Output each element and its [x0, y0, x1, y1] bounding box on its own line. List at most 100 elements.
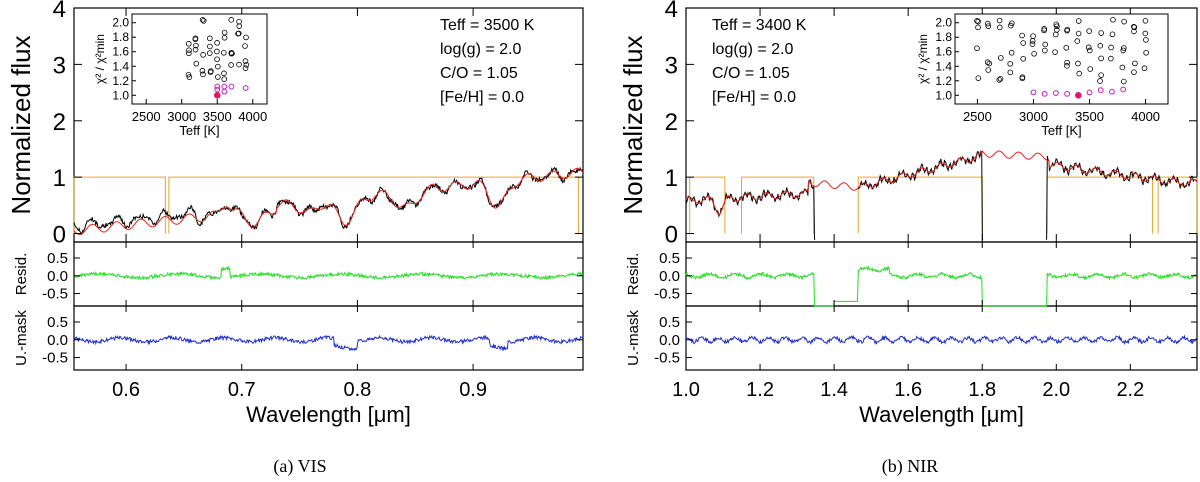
inset-model-point — [186, 74, 193, 80]
inset-model-point — [1030, 33, 1036, 39]
mask-segment — [1046, 176, 1154, 234]
inset-model-point — [1064, 59, 1070, 66]
inset-x-tick-label: 3500 — [203, 109, 232, 124]
inset-model-point — [974, 45, 980, 52]
inset-model-point — [185, 71, 192, 78]
residual-line — [685, 265, 1198, 307]
inset-model-point — [1052, 31, 1059, 38]
inset-model-point — [242, 58, 249, 64]
inset-model-point — [1098, 30, 1105, 36]
inset-model-point — [215, 63, 221, 70]
mask-segment — [689, 176, 726, 234]
mask-segment — [73, 176, 166, 234]
inset-model-point — [975, 18, 981, 25]
resid-y-tick-label: 0.5 — [47, 250, 68, 267]
unmasked-residual-line — [73, 334, 584, 352]
y-tick-label: 4 — [53, 0, 66, 23]
inset-near-best-point — [1120, 86, 1127, 93]
inset-y-tick-label: 1.8 — [935, 30, 952, 44]
inset-y-tick-label: 1.6 — [112, 45, 129, 59]
inset-model-point — [1063, 44, 1070, 51]
inset-model-point — [998, 55, 1004, 61]
resid-y-tick-label: -0.5 — [654, 286, 680, 303]
inset-model-point — [974, 18, 980, 24]
unmasked-axis-title: U.-mask — [625, 310, 642, 366]
inset-model-point — [186, 50, 192, 57]
inset-model-point — [1086, 47, 1093, 54]
inset-y-axis-title: χ² / χ²min — [916, 34, 930, 84]
inset-near-best-point — [228, 83, 235, 90]
inset-y-tick-label: 1.2 — [112, 74, 129, 88]
x-tick-label: 1.6 — [894, 379, 922, 401]
inset-model-point — [206, 50, 213, 56]
inset-model-point — [1007, 69, 1014, 76]
inset-model-point — [221, 76, 228, 82]
inset-model-point — [236, 18, 242, 25]
inset-model-point — [1097, 42, 1104, 49]
x-tick-label: 0.6 — [112, 379, 140, 401]
inset-near-best-point — [221, 83, 228, 90]
inset-x-tick-label: 2500 — [963, 109, 992, 124]
y-tick-label: 1 — [53, 165, 66, 192]
inset-best-fit-point — [213, 91, 221, 99]
inset-x-tick-label: 2500 — [132, 109, 161, 124]
resid-y-tick-label: -0.5 — [42, 350, 68, 367]
x-axis-title: Wavelength [μm] — [246, 402, 411, 427]
x-axis-title: Wavelength [μm] — [859, 402, 1024, 427]
inset-y-tick-label: 1.6 — [935, 45, 952, 59]
parameter-label: log(g) = 2.0 — [440, 41, 521, 58]
inset-model-point — [199, 67, 206, 74]
inset-model-point — [996, 17, 1003, 24]
inset-model-point — [985, 67, 992, 73]
inset-near-best-point — [242, 85, 249, 91]
x-tick-label: 0.8 — [344, 379, 372, 401]
inset-model-point — [997, 76, 1004, 82]
inset-model-point — [242, 65, 249, 71]
inset-model-point — [1097, 78, 1103, 84]
inset-near-best-point — [1052, 90, 1059, 97]
inset-model-point — [221, 70, 227, 77]
inset-model-point — [984, 59, 991, 66]
inset-near-best-point — [214, 86, 221, 93]
resid-y-tick-label: 0.5 — [659, 250, 680, 267]
resid-y-tick-label: -0.5 — [42, 286, 68, 303]
inset-model-point — [1143, 37, 1149, 43]
inset-model-point — [1031, 50, 1037, 57]
inset-model-point — [193, 60, 200, 67]
y-tick-label: 2 — [53, 109, 66, 136]
resid-y-tick-label: 0.0 — [47, 332, 68, 349]
inset-model-point — [207, 69, 214, 75]
y-tick-label: 0 — [665, 222, 678, 249]
residual-axis-title: Resid. — [625, 253, 642, 296]
resid-y-tick-label: 0.5 — [47, 314, 68, 331]
resid-y-tick-label: 0.0 — [659, 332, 680, 349]
inset-model-point — [185, 40, 192, 47]
inset-model-point — [186, 47, 192, 53]
inset-best-fit-point — [1075, 91, 1082, 99]
inset-model-point — [229, 50, 235, 57]
x-tick-label: 1.0 — [672, 379, 700, 401]
inset-model-point — [214, 40, 220, 46]
mask-segment — [168, 176, 579, 234]
inset-model-point — [1120, 78, 1127, 85]
inset-model-point — [1119, 64, 1126, 71]
y-axis-title: Normalized flux — [6, 35, 36, 214]
parameter-label: Teff = 3400 K — [712, 17, 807, 34]
inset-model-point — [1041, 26, 1048, 32]
y-tick-label: 1 — [665, 165, 678, 192]
parameter-label: [Fe/H] = 0.0 — [440, 89, 524, 106]
residual-axis-title: Resid. — [13, 253, 30, 296]
inset-model-point — [235, 30, 242, 37]
resid-y-tick-label: -0.5 — [654, 350, 680, 367]
mask-segment — [1157, 176, 1198, 234]
inset-y-tick-label: 2.0 — [112, 16, 129, 30]
parameter-label: C/O = 1.05 — [712, 65, 790, 82]
inset-model-point — [1143, 49, 1149, 56]
inset-x-axis-title: Teff [K] — [179, 123, 219, 138]
y-tick-label: 0 — [53, 222, 66, 249]
x-tick-label: 2.2 — [1116, 379, 1144, 401]
inset-near-best-point — [214, 83, 221, 90]
